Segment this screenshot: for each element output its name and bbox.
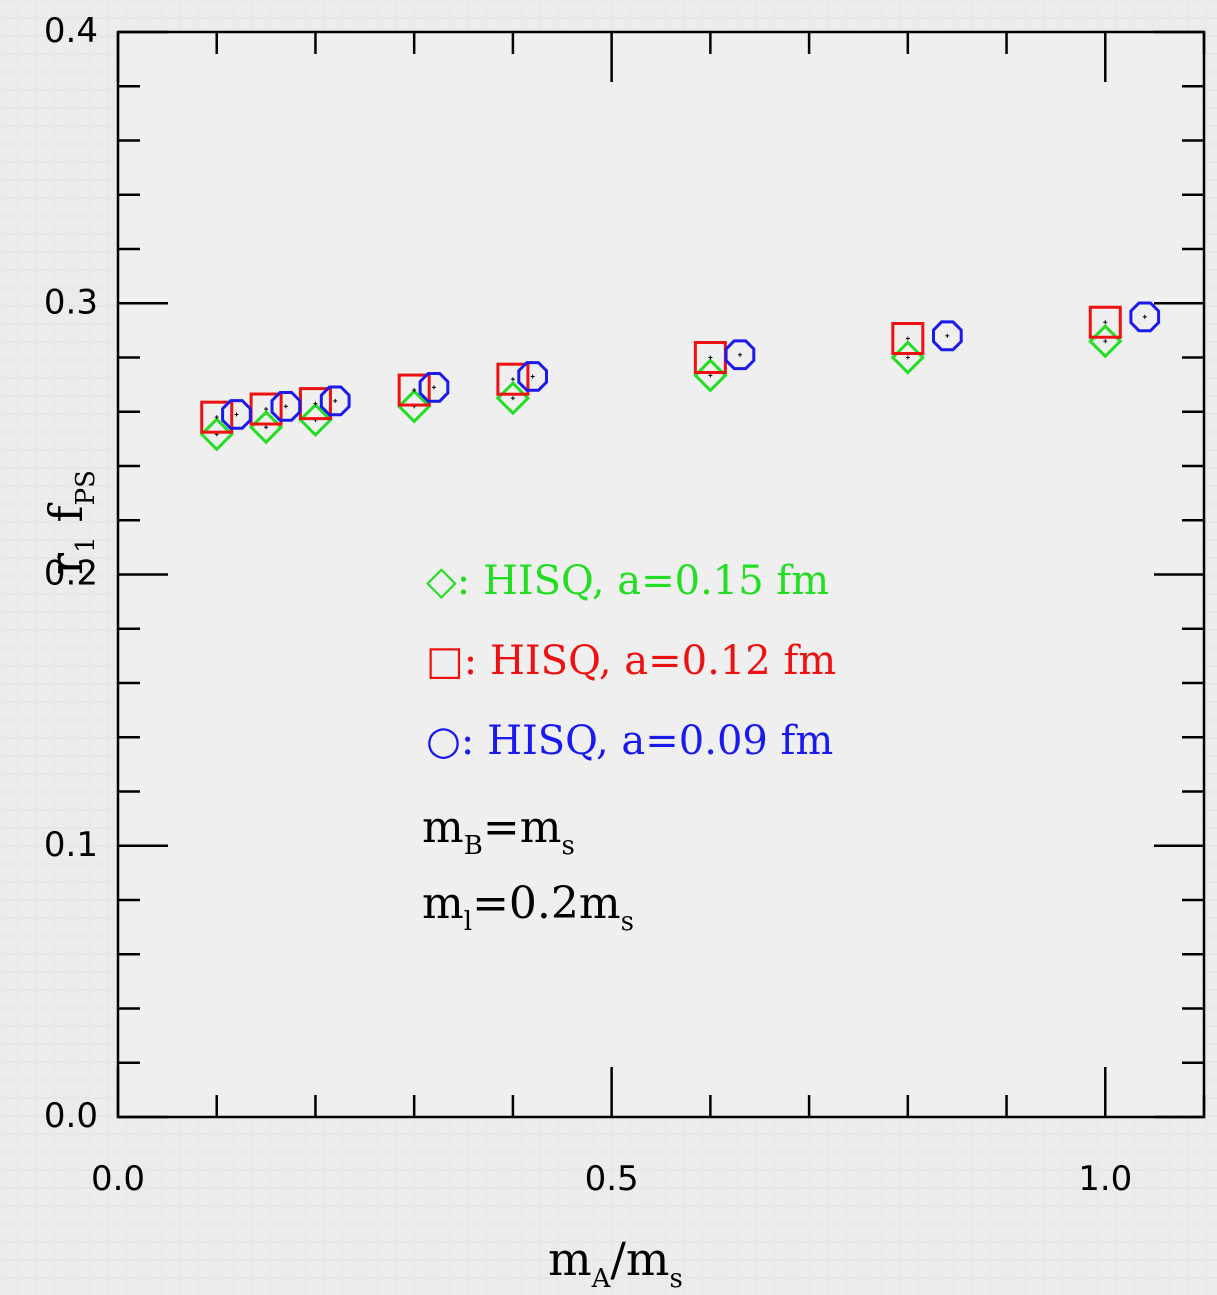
data-point-octagon xyxy=(221,399,252,430)
y-axis-label-sub2: PS xyxy=(71,470,101,505)
data-point-diamond xyxy=(693,358,728,393)
data-point-square xyxy=(397,373,431,407)
data-point-octagon xyxy=(418,372,450,403)
legend-entry-1: ◇: HISQ, a=0.15 fm xyxy=(426,558,829,604)
y-axis-label-group: r1 fPS xyxy=(39,470,101,575)
annotation-2: ml=0.2ms xyxy=(422,878,634,937)
y-tick-label: 0.1 xyxy=(44,825,98,865)
data-point-square xyxy=(1088,305,1122,339)
annotations: mB=ms ml=0.2ms xyxy=(422,802,634,937)
series-3 xyxy=(221,301,1161,430)
y-axis-label-main: r xyxy=(39,553,93,575)
legend-entry-2: □: HISQ, a=0.12 fm xyxy=(426,638,836,684)
legend: ◇: HISQ, a=0.15 fm □: HISQ, a=0.12 fm ○: H… xyxy=(426,558,836,764)
axis-ticks xyxy=(116,30,1206,1119)
data-point-square xyxy=(200,400,234,434)
data-point-octagon xyxy=(517,361,548,392)
y-axis-label-sub: 1 xyxy=(71,536,101,553)
y-tick-label: 0.0 xyxy=(44,1096,98,1136)
data-point-octagon xyxy=(724,339,756,371)
y-axis-label-main2: f xyxy=(39,502,93,522)
data-point-square xyxy=(891,322,925,356)
legend-entry-3: ○: HISQ, a=0.09 fm xyxy=(426,718,833,764)
data-point-octagon xyxy=(932,320,963,352)
x-tick-label: 0.5 xyxy=(585,1159,639,1199)
y-tick-labels: 0.0 0.1 0.2 0.3 0.4 xyxy=(44,11,98,1136)
y-tick-label: 0.4 xyxy=(44,11,98,51)
x-axis-label-main: m xyxy=(548,1232,592,1286)
data-point-diamond xyxy=(248,410,284,445)
data-point-octagon xyxy=(1129,301,1161,333)
x-axis-label: mA/ms xyxy=(548,1232,683,1294)
data-point-octagon xyxy=(270,391,302,422)
y-axis-label: r1 fPS xyxy=(39,470,101,575)
annotation-1: mB=ms xyxy=(422,802,575,861)
y-tick-label: 0.2 xyxy=(44,554,98,594)
data-point-square xyxy=(496,362,530,396)
y-tick-label: 0.3 xyxy=(44,282,98,322)
data-point-octagon xyxy=(319,385,351,417)
data-point-diamond xyxy=(397,389,432,424)
data-markers xyxy=(199,301,1161,452)
x-axis-label-tail: /m xyxy=(610,1232,669,1286)
x-axis-label-sub2: s xyxy=(670,1264,683,1294)
data-point-diamond xyxy=(298,402,333,438)
x-axis-label-sub: A xyxy=(591,1264,612,1294)
data-point-diamond xyxy=(199,417,234,452)
x-tick-label: 1.0 xyxy=(1078,1159,1132,1199)
x-tick-label: 0.0 xyxy=(91,1159,145,1199)
x-tick-labels: 0.0 0.5 1.0 xyxy=(91,1159,1132,1199)
